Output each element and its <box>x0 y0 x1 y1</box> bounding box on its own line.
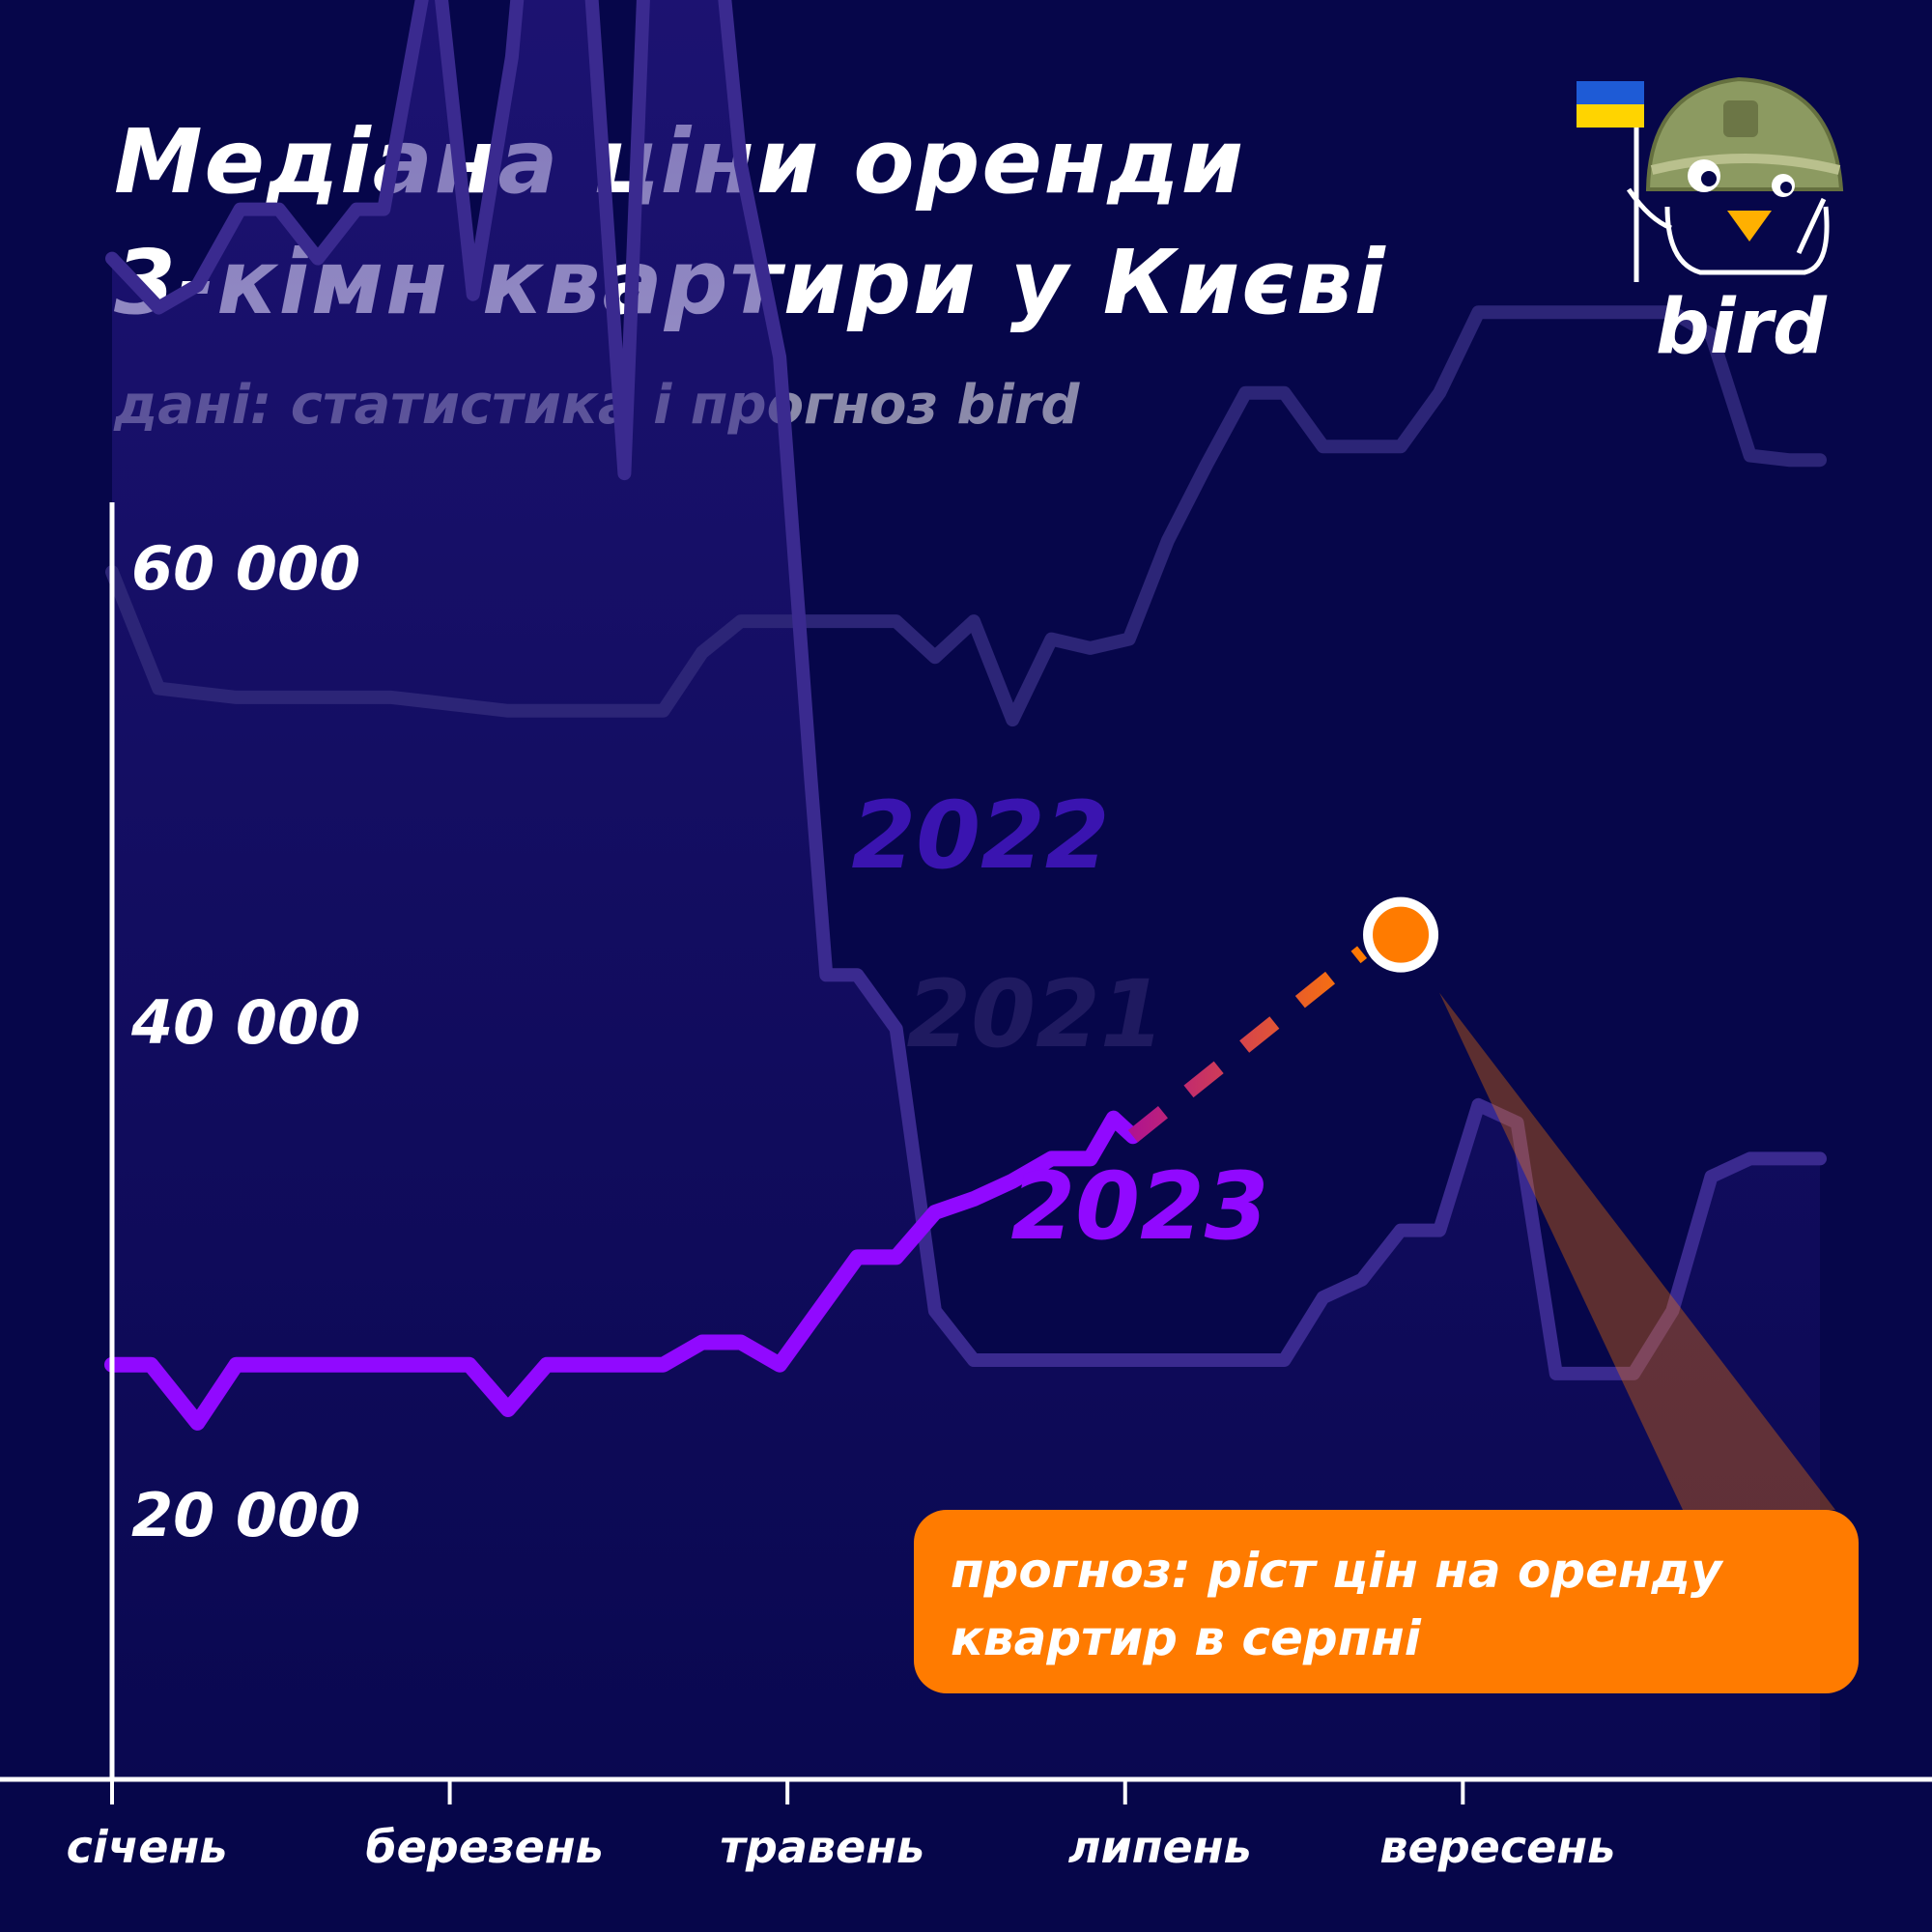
line-2021 <box>105 305 1827 727</box>
x-tick-label: січень <box>67 1821 228 1873</box>
series-label-2021: 2021 <box>906 960 1164 1068</box>
x-tick-label: липень <box>1068 1821 1252 1873</box>
callout-pointer <box>1439 992 1835 1510</box>
series-label-2022: 2022 <box>851 781 1109 890</box>
x-tick-label: вересень <box>1379 1821 1615 1873</box>
y-tick-label: 40 000 <box>130 987 360 1058</box>
forecast-callout: прогноз: ріст цін на оренду квартир в се… <box>914 1510 1859 1693</box>
x-tick-label: травень <box>720 1821 924 1873</box>
area-2022 <box>112 0 1820 1779</box>
x-tick-label: березень <box>365 1821 603 1873</box>
y-tick-label: 60 000 <box>131 533 360 604</box>
line-2022 <box>105 0 1827 1380</box>
line-2023 <box>104 1110 1141 1431</box>
y-tick-label: 20 000 <box>131 1480 360 1550</box>
logo-text: bird <box>1656 284 1827 371</box>
forecast-point <box>1363 896 1439 973</box>
series-label-2023: 2023 <box>1010 1152 1268 1261</box>
forecast-line <box>1127 946 1368 1143</box>
